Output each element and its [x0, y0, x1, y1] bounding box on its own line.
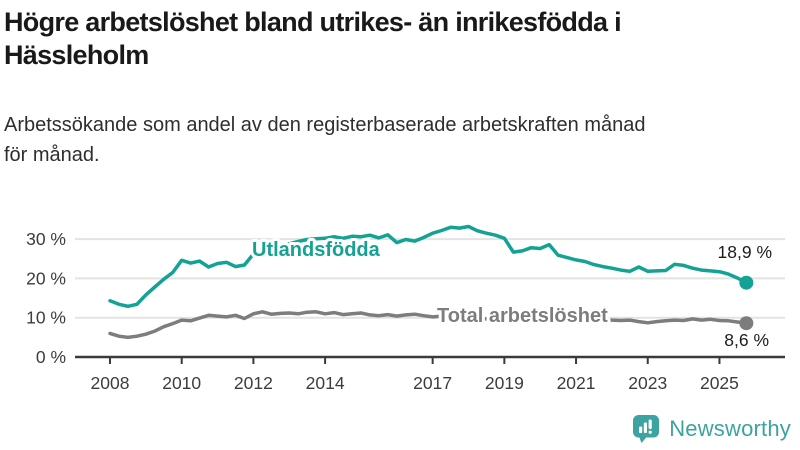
page-title: Högre arbetslöshet bland utrikes- än inr… — [4, 6, 798, 72]
x-tick-label: 2012 — [234, 373, 273, 393]
x-tick-label: 2014 — [306, 373, 345, 393]
series-line-0 — [108, 224, 749, 309]
y-tick-label: 30 % — [26, 229, 66, 249]
series-end-dot-1 — [739, 316, 754, 331]
x-tick-label: 2017 — [413, 373, 452, 393]
series-label-1: Total arbetslöshet — [437, 305, 608, 327]
brand-name: Newsworthy — [669, 415, 791, 441]
series-end-value-1: 8,6 % — [724, 330, 769, 350]
subtitle-line-1: Arbetssökande som andel av den registerb… — [4, 114, 646, 136]
x-tick-label: 2025 — [700, 373, 739, 393]
title-line-2: Hässleholm — [4, 39, 149, 70]
title-line-1: Högre arbetslöshet bland utrikes- än inr… — [4, 7, 622, 37]
newsworthy-logo: Newsworthy — [631, 413, 791, 444]
x-tick-label: 2010 — [162, 373, 201, 393]
chart-subtitle: Arbetssökande som andel av den registerb… — [4, 110, 794, 170]
x-tick-label: 2008 — [91, 373, 130, 393]
x-tick-label: 2023 — [628, 373, 667, 393]
series-end-dot-0 — [739, 275, 754, 290]
series-label-0: Utlandsfödda — [252, 239, 381, 261]
y-tick-label: 20 % — [26, 268, 66, 288]
x-tick-label: 2021 — [557, 373, 596, 393]
series-line-1 — [108, 310, 749, 340]
bar-chart-speech-bubble-icon — [633, 415, 660, 443]
subtitle-line-2: för månad. — [4, 144, 100, 166]
series-end-value-0: 18,9 % — [718, 242, 772, 262]
y-tick-label: 0 % — [36, 347, 66, 367]
y-tick-label: 10 % — [26, 308, 66, 328]
x-tick-label: 2019 — [485, 373, 524, 393]
